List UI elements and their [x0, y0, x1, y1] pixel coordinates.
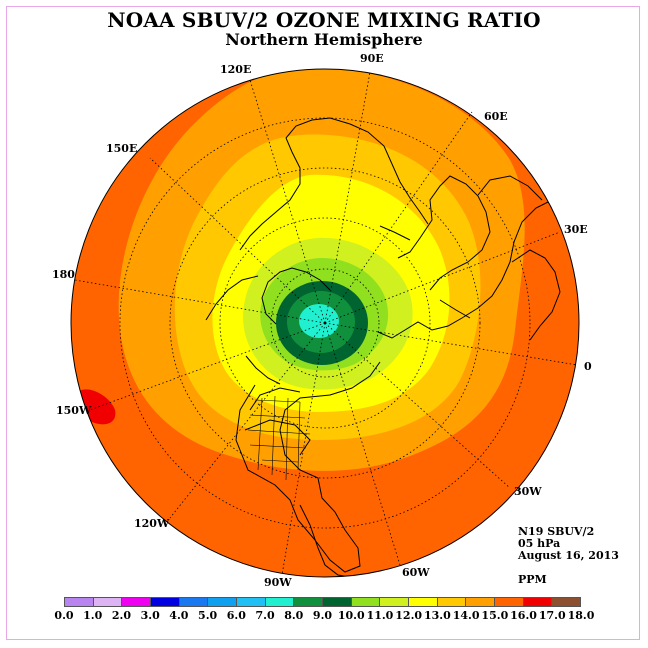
colorbar-swatch-16 — [523, 598, 553, 606]
colorbar-tick-label: 9.0 — [312, 609, 333, 622]
us-state-boundaries — [247, 395, 311, 481]
longitude-meridians — [74, 71, 578, 576]
colorbar-tick-label: 3.0 — [140, 609, 160, 622]
info-units: PPM — [518, 573, 547, 586]
colorbar-swatch-12 — [409, 598, 438, 606]
figure-frame — [6, 6, 640, 640]
lon-label-30w: 30W — [514, 485, 542, 498]
lon-label-90w: 90W — [264, 576, 292, 589]
colorbar-swatch-9 — [323, 598, 352, 606]
colorbar-tick-label: 2.0 — [111, 609, 132, 622]
colorbar-swatch-6 — [237, 598, 266, 606]
colorbar-tick-label: 7.0 — [255, 609, 275, 622]
lon-label-150e: 150E — [106, 142, 138, 155]
colorbar-tick-label: 16.0 — [510, 609, 537, 622]
colorbar-swatch-5 — [208, 598, 238, 606]
colorbar-swatch-3 — [151, 598, 180, 606]
colorbar-swatch-7 — [265, 598, 295, 606]
info-date: August 16, 2013 — [518, 549, 619, 562]
lon-label-0: 0 — [584, 360, 592, 373]
colorbar-tick-label: 8.0 — [284, 609, 304, 622]
colorbar-swatch-0 — [65, 598, 94, 606]
colorbar-tick-label: 1.0 — [83, 609, 103, 622]
lon-label-30e: 30E — [564, 223, 588, 236]
lon-label-90e: 90E — [360, 52, 384, 65]
colorbar-tick-label: 11.0 — [366, 609, 394, 622]
info-instrument: N19 SBUV/2 — [518, 525, 595, 538]
colorbar-tick-label: 13.0 — [423, 609, 451, 622]
colorbar-swatch-10 — [351, 598, 381, 606]
chart-subtitle: Northern Hemisphere — [225, 30, 423, 49]
lon-label-180: 180 — [52, 268, 75, 281]
colorbar-swatch-17 — [552, 598, 581, 606]
latitude-circles — [119, 117, 531, 529]
colorbar-tick-label: 10.0 — [337, 609, 365, 622]
colorbar-swatch-13 — [437, 598, 467, 606]
map-boundary — [70, 68, 580, 578]
lon-label-60w: 60W — [402, 566, 430, 579]
lon-label-120w: 120W — [134, 517, 170, 530]
chart-title: NOAA SBUV/2 OZONE MIXING RATIO — [107, 8, 541, 32]
colorbar-tick-label: 4.0 — [169, 609, 189, 622]
colorbar-swatch-8 — [294, 598, 324, 606]
colorbar-swatch-14 — [466, 598, 496, 606]
colorbar-swatch-4 — [179, 598, 209, 606]
colorbar-tick-label: 12.0 — [395, 609, 423, 622]
band-7-8 — [299, 304, 339, 338]
colorbar-swatch-15 — [495, 598, 524, 606]
lon-label-150w: 150W — [56, 404, 92, 417]
colorbar — [64, 597, 581, 607]
lon-label-120e: 120E — [220, 63, 252, 76]
colorbar-tick-label: 6.0 — [226, 609, 246, 622]
coastlines — [205, 117, 571, 577]
colorbar-tick-label: 18.0 — [567, 609, 595, 622]
info-level: 05 hPa — [518, 537, 561, 550]
colorbar-tick-label: 5.0 — [198, 609, 218, 622]
lon-label-60e: 60E — [484, 110, 508, 123]
colorbar-tick-label: 0.0 — [54, 609, 74, 622]
colorbar-swatch-11 — [380, 598, 410, 606]
colorbar-tick-label: 15.0 — [481, 609, 509, 622]
colorbar-tick-label: 17.0 — [538, 609, 566, 622]
colorbar-swatch-1 — [93, 598, 123, 606]
colorbar-tick-label: 14.0 — [452, 609, 480, 622]
colorbar-swatch-2 — [122, 598, 152, 606]
